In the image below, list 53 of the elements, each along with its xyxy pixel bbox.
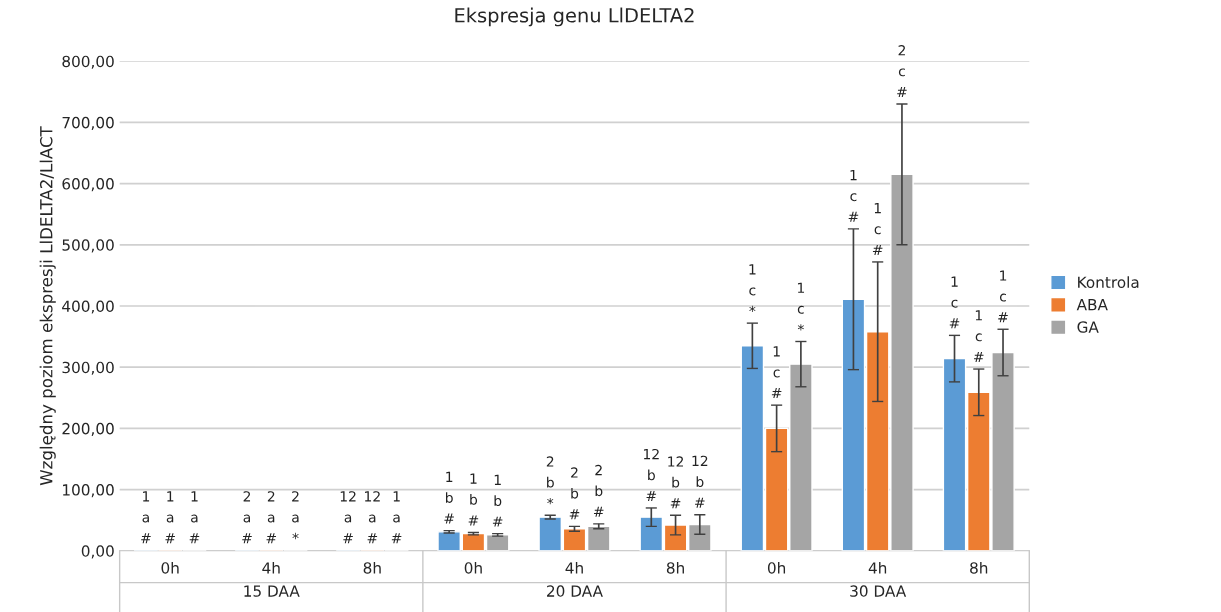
annotation: 2 b # xyxy=(593,464,604,517)
x-tick-label: 4h xyxy=(868,561,887,574)
y-tick-label: 500,00 xyxy=(62,239,114,253)
chart-title: Ekspresja genu LlDELTA2 xyxy=(455,7,694,27)
annotation: 1 c # xyxy=(771,346,782,399)
text: 30 DAA xyxy=(850,585,907,597)
y-tick-label: 0,00 xyxy=(81,545,114,559)
annotation: 1 c * xyxy=(749,264,756,313)
x-tick-label: 0h xyxy=(464,561,482,574)
y-axis-title: Względny poziom ekspresji LlDELTA2/LlACT xyxy=(39,126,56,486)
y-tick-label: 200,00 xyxy=(62,422,114,436)
annotation: 1 b # xyxy=(444,471,454,524)
annotation: 1 a # xyxy=(391,491,402,544)
y-tick-label: 400,00 xyxy=(62,300,114,314)
annotation: 1 a # xyxy=(189,491,200,544)
x-tick-label: 4h xyxy=(262,561,280,574)
annotation: 1 c # xyxy=(998,270,1008,323)
annotation: 2 a * xyxy=(292,491,299,540)
annotation: 2 b # xyxy=(569,467,580,520)
legend-label: GA xyxy=(1077,321,1099,333)
annotation: 1 a # xyxy=(141,491,151,544)
y-tick-label: 300,00 xyxy=(62,361,114,375)
annotation: 1 b # xyxy=(468,473,479,526)
x-tick-label: 0h xyxy=(767,561,786,574)
legend-label: ABA xyxy=(1076,299,1108,311)
annotation: 1 c # xyxy=(949,276,960,329)
annotation: 2 a # xyxy=(242,491,252,544)
y-tick-label: 100,00 xyxy=(63,484,114,498)
annotation: 12 b # xyxy=(668,456,683,509)
annotation: 1 c # xyxy=(974,310,984,362)
x-tick-label: 8h xyxy=(970,561,988,574)
annotation: 12 b # xyxy=(643,448,659,501)
y-tick-label: 600,00 xyxy=(62,178,114,192)
y-tick-label: 800,00 xyxy=(62,55,114,69)
text: 15 DAA xyxy=(244,585,300,597)
annotation: 1 c # xyxy=(872,203,883,255)
x-tick-label: 0h xyxy=(161,561,179,574)
annotation: 12 b # xyxy=(692,455,708,508)
text: 20 DAA xyxy=(547,585,603,597)
x-tick-label: 8h xyxy=(666,561,684,574)
x-tick-label: 8h xyxy=(363,561,381,574)
legend-label: Kontrola xyxy=(1078,276,1139,289)
y-tick-label: 700,00 xyxy=(62,116,114,130)
annotation: 1 c * xyxy=(797,282,805,331)
x-tick-label: 4h xyxy=(565,561,583,574)
annotation: 12 a # xyxy=(340,491,356,544)
annotation: 2 b * xyxy=(546,456,554,505)
annotation: 2 a # xyxy=(266,491,277,544)
annotation: 1 b # xyxy=(492,474,503,527)
annotation: 2 c # xyxy=(897,45,907,97)
annotation: 12 a # xyxy=(365,491,380,544)
annotation: 1 c # xyxy=(848,170,859,222)
annotation: 1 a # xyxy=(165,491,175,544)
